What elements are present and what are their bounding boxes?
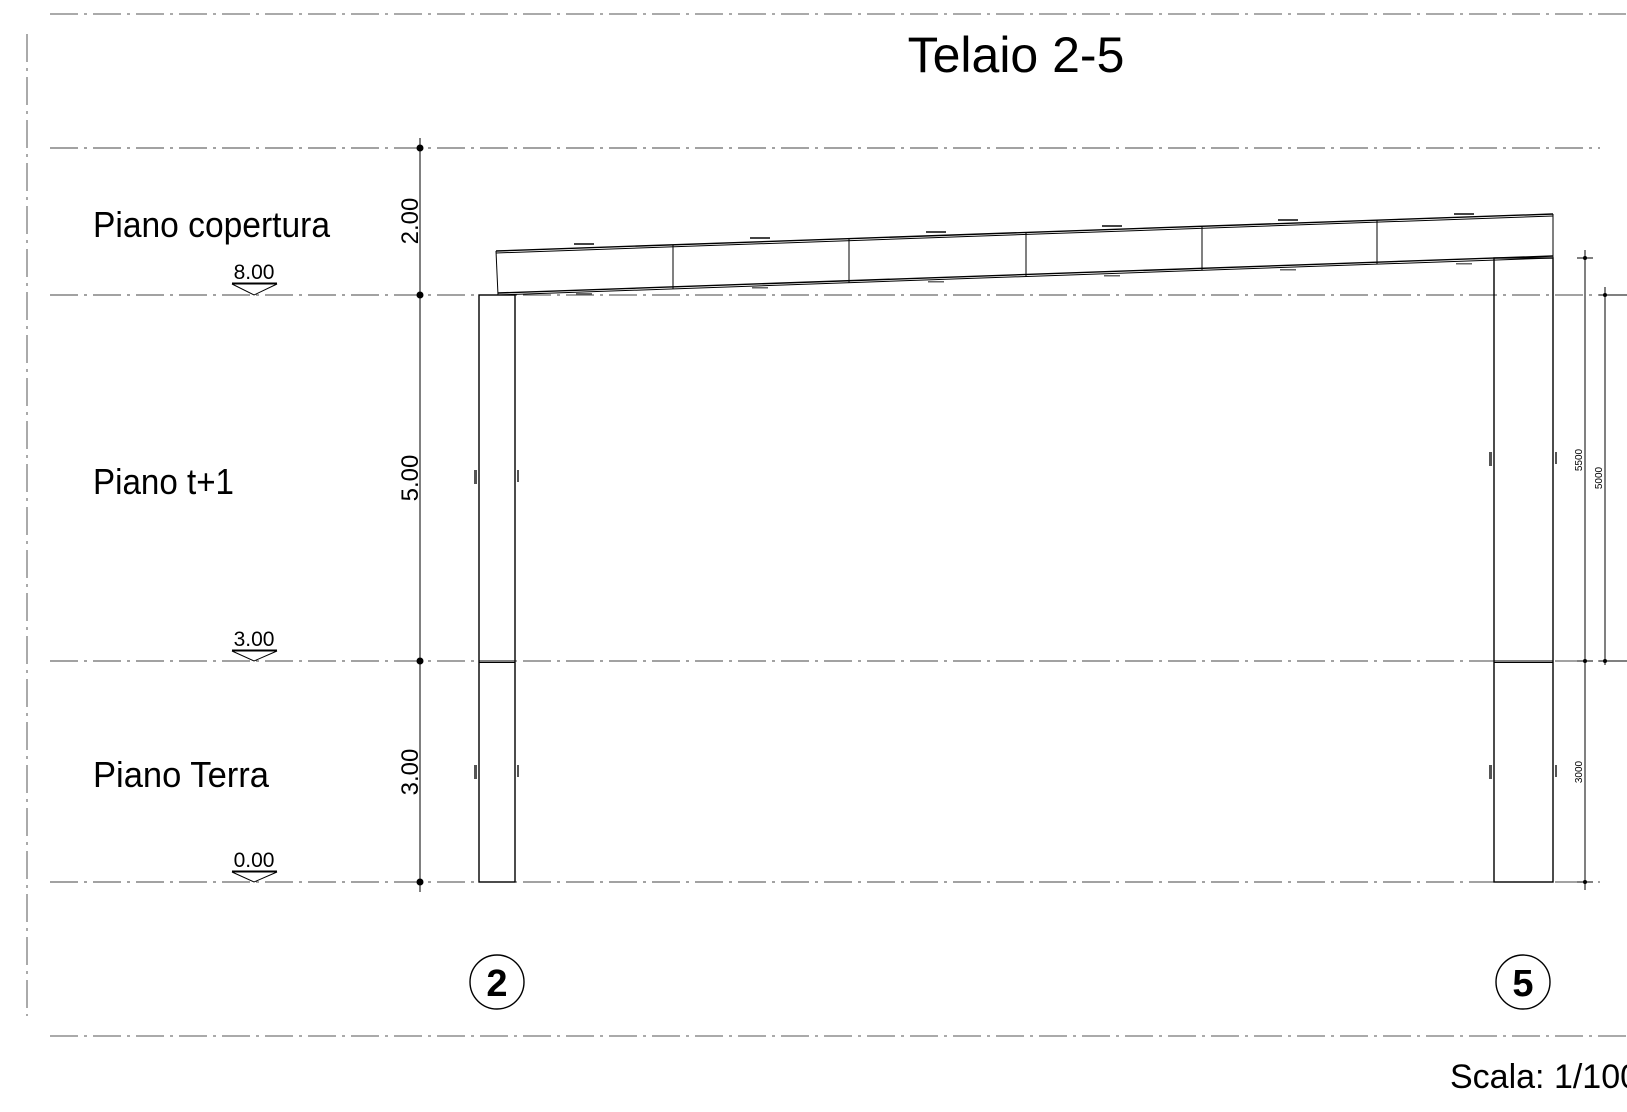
column-left (474, 294, 519, 883)
floor-label-t1: Piano t+1 (93, 461, 234, 502)
roof-beam (495, 213, 1554, 296)
right-dim-3000: 3000 (1574, 760, 1585, 783)
right-dim-5000: 5000 (1594, 466, 1605, 489)
dim-text-200: 2.00 (397, 198, 424, 245)
scale-note: Scala: 1/100 (1450, 1058, 1627, 1096)
sheet-border (26, 13, 1627, 1037)
level-triangle-icon (231, 650, 278, 662)
dim-text-500: 5.00 (397, 455, 424, 502)
axis-bubble-2: 2 (469, 954, 525, 1010)
drawing-title: Telaio 2-5 (908, 27, 1125, 83)
elevation-text-3: 3.00 (234, 628, 275, 651)
elevation-text-8: 8.00 (234, 261, 275, 284)
level-lines (50, 147, 1600, 883)
dimension-chain-left (416, 138, 424, 892)
elevation-text-0: 0.00 (234, 849, 275, 872)
axis-number-2: 2 (486, 963, 507, 1005)
dimension-chain-right (1577, 250, 1627, 890)
floor-label-copertura: Piano copertura (93, 204, 331, 245)
right-dim-5500: 5500 (1574, 448, 1585, 471)
elevation-marker-0: 0.00 (231, 849, 278, 883)
level-triangle-icon (231, 871, 278, 883)
column-right (1489, 257, 1557, 883)
dim-text-300: 3.00 (397, 749, 424, 796)
axis-number-5: 5 (1512, 963, 1533, 1005)
floor-label-terra: Piano Terra (93, 754, 270, 795)
axis-bubble-5: 5 (1495, 954, 1551, 1010)
elevation-marker-8: 8.00 (231, 261, 278, 296)
elevation-marker-3: 3.00 (231, 628, 278, 662)
level-triangle-icon (231, 283, 278, 296)
